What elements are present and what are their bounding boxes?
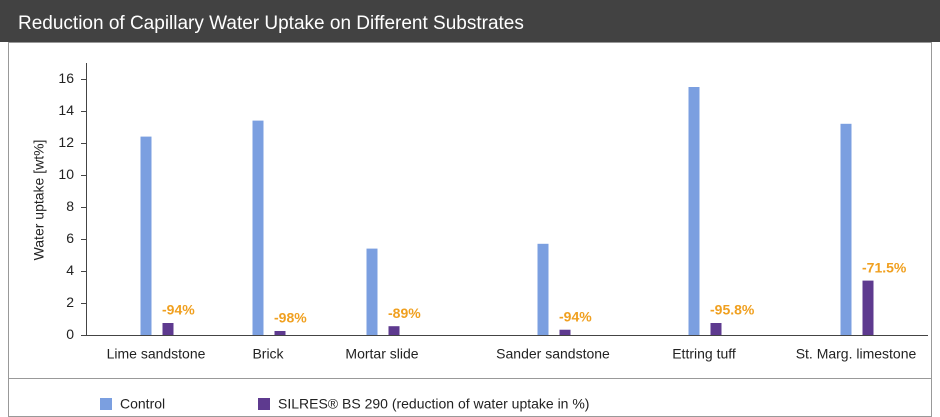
x-tick-label: Sander sandstone [496,346,610,362]
annotation: -89% [388,305,421,321]
bar [140,136,152,335]
y-tick-label: 16 [58,70,74,86]
annotation: -95.8% [710,302,755,318]
bar [840,123,852,335]
y-tick-label: 12 [58,134,74,150]
annotation: -71.5% [862,259,907,275]
y-tick-label: 6 [66,230,74,246]
bar [162,323,174,335]
header [0,0,940,42]
legend-swatch [100,398,112,410]
x-tick-label: Mortar slide [345,346,418,362]
y-tick-label: 0 [66,326,74,342]
x-tick-label: Lime sandstone [107,346,206,362]
y-tick-label: 14 [58,102,74,118]
x-tick-label: St. Marg. limestone [796,346,917,362]
x-tick-label: Ettring tuff [672,346,736,362]
bar [559,329,571,335]
legend-label: Control [120,396,165,412]
bar [688,87,700,335]
annotation: -94% [559,308,592,324]
y-axis-label: Water uptake [wt%] [31,140,47,261]
y-tick-label: 2 [66,294,74,310]
bar [274,331,286,335]
x-tick-label: Brick [252,346,284,362]
y-tick-label: 4 [66,262,74,278]
bar [537,243,549,335]
bar [710,323,722,335]
chart-title: Reduction of Capillary Water Uptake on D… [18,13,524,34]
y-tick-label: 8 [66,198,74,214]
bar [862,280,874,335]
legend-swatch [258,398,270,410]
y-tick-label: 10 [58,166,74,182]
annotation: -94% [162,302,195,318]
legend-label: SILRES® BS 290 (reduction of water uptak… [278,396,589,412]
bar [366,248,378,335]
bar [252,120,264,335]
bar [388,326,400,335]
annotation: -98% [274,310,307,326]
